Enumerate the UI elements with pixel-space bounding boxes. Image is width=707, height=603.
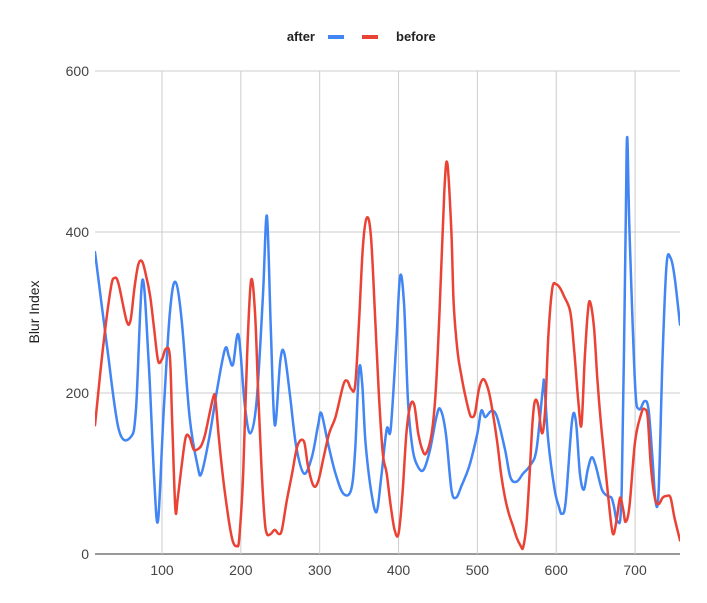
x-tick-label: 600: [545, 562, 569, 578]
legend-label-after: after: [287, 29, 315, 44]
x-tick-label: 200: [229, 562, 253, 578]
x-tick-label: 700: [623, 562, 647, 578]
series-line-after: [95, 135, 680, 525]
axis-labels: 0 200 400 600 100 200 300 400 500 600 700: [66, 63, 647, 578]
y-tick-label: 200: [66, 385, 90, 401]
series-line-before: [95, 160, 680, 551]
grid: [95, 70, 680, 555]
legend[interactable]: after before: [287, 29, 436, 44]
x-tick-label: 300: [308, 562, 332, 578]
x-tick-label: 100: [150, 562, 174, 578]
y-tick-label: 0: [81, 546, 89, 562]
y-tick-label: 400: [66, 224, 90, 240]
y-axis-title: Blur Index: [26, 280, 42, 343]
x-tick-label: 500: [466, 562, 490, 578]
y-tick-label: 600: [66, 63, 90, 79]
series-layer: [95, 135, 680, 551]
legend-label-before: before: [396, 29, 436, 44]
x-tick-label: 400: [387, 562, 411, 578]
